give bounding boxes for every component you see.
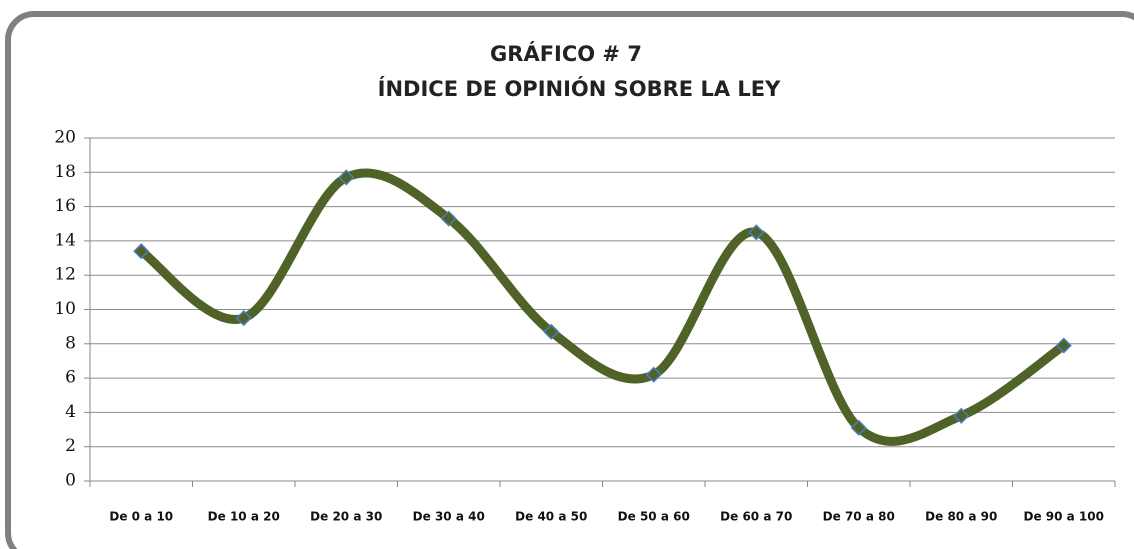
y-tick-label: 4 xyxy=(65,402,76,422)
y-tick-label: 18 xyxy=(54,162,76,182)
point-marker xyxy=(543,323,560,340)
point-marker xyxy=(748,224,765,241)
point-marker xyxy=(953,407,970,424)
y-tick-label: 12 xyxy=(54,265,76,285)
y-tick-label: 0 xyxy=(65,471,76,491)
x-tick-label: De 80 a 90 xyxy=(925,510,997,524)
y-tick-label: 10 xyxy=(54,299,76,319)
point-marker xyxy=(1055,337,1072,354)
x-tick-label: De 30 a 40 xyxy=(413,510,485,524)
series-line xyxy=(136,168,1069,446)
point-marker xyxy=(850,419,867,436)
x-tick-label: De 90 a 100 xyxy=(1024,510,1104,524)
x-tick-label: De 40 a 50 xyxy=(515,510,587,524)
x-tick-label: De 10 a 20 xyxy=(208,510,280,524)
point-marker xyxy=(440,210,457,227)
x-tick-label: De 20 a 30 xyxy=(310,510,382,524)
y-tick-label: 16 xyxy=(54,196,76,216)
y-tick-label: 6 xyxy=(65,368,76,388)
y-tick-label: 14 xyxy=(54,230,76,250)
chart-subtitle: ÍNDICE DE OPINIÓN SOBRE LA LEY xyxy=(378,76,781,101)
x-tick-label: De 0 a 10 xyxy=(109,510,173,524)
y-tick-label: 20 xyxy=(54,128,76,148)
point-marker xyxy=(645,366,662,383)
x-tick-label: De 60 a 70 xyxy=(720,510,792,524)
x-tick-label: De 50 a 60 xyxy=(618,510,690,524)
point-marker xyxy=(235,310,252,327)
x-tick-label: De 70 a 80 xyxy=(823,510,895,524)
y-tick-label: 8 xyxy=(65,333,76,353)
chart-title: GRÁFICO # 7 xyxy=(490,41,642,66)
point-marker xyxy=(338,169,355,186)
point-marker xyxy=(133,243,150,260)
y-tick-label: 2 xyxy=(65,436,76,456)
